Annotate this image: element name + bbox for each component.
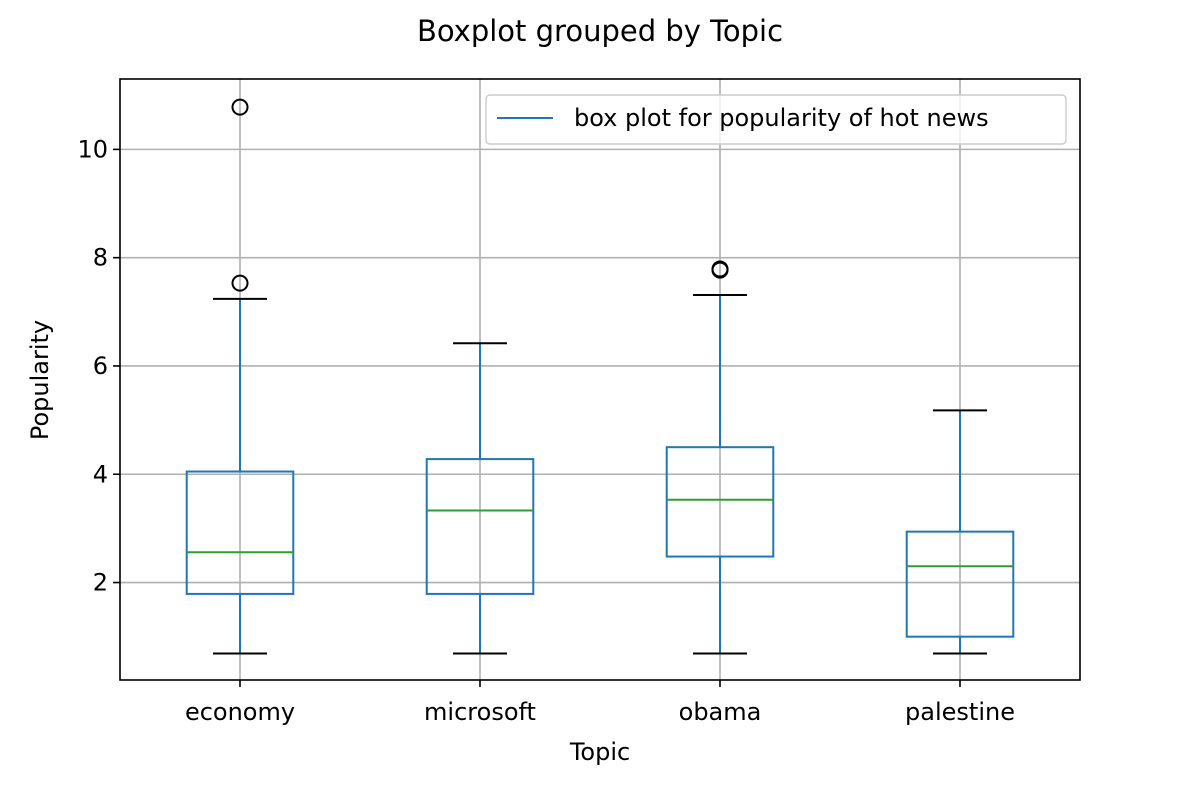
- grid-lines: [120, 79, 1080, 680]
- axes: 2 4 6 8 10 economy microsoft obama palestine: [77, 135, 1015, 726]
- box-microsoft: [425, 342, 535, 655]
- x-tick-label-economy: economy: [185, 698, 295, 726]
- plot-area-frame: [119, 78, 1081, 681]
- box-palestine: [905, 409, 1015, 655]
- legend-entry: box plot for popularity of hot news: [574, 104, 989, 132]
- iqr-box: [425, 458, 535, 595]
- y-axis-label: Popularity: [26, 320, 54, 440]
- x-tick-label-palestine: palestine: [905, 698, 1015, 726]
- y-tick-label: 8: [93, 244, 108, 272]
- iqr-box: [905, 530, 1015, 638]
- box-obama: [665, 260, 775, 655]
- x-tick-label-microsoft: microsoft: [424, 698, 536, 726]
- box-economy: [185, 98, 295, 655]
- legend-frame: [485, 94, 1067, 145]
- box-series: [185, 98, 1015, 655]
- y-tick-label: 2: [93, 569, 108, 597]
- iqr-box: [665, 446, 775, 558]
- outlier-point: [231, 274, 249, 292]
- legend: box plot for popularity of hot news: [485, 94, 1067, 145]
- y-tick-label: 6: [93, 352, 108, 380]
- iqr-box: [185, 470, 295, 595]
- chart-title: Boxplot grouped by Topic: [417, 14, 783, 48]
- y-tick-label: 10: [77, 135, 108, 163]
- y-tick-label: 4: [93, 460, 108, 488]
- x-axis-label: Topic: [569, 738, 630, 766]
- outlier-point: [231, 98, 249, 116]
- x-tick-label-obama: obama: [679, 698, 762, 726]
- outlier-point: [711, 260, 729, 278]
